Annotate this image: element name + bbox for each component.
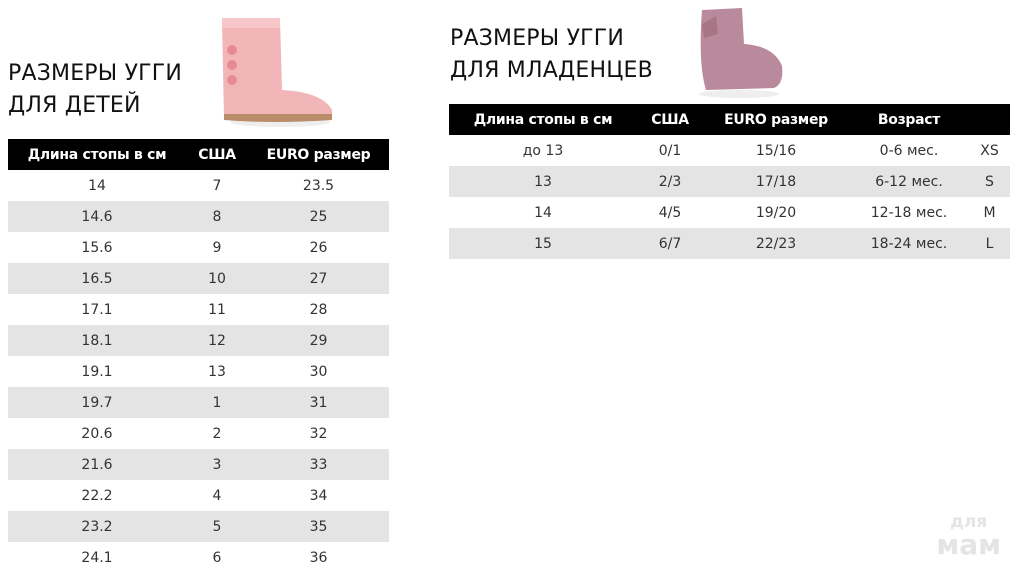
kids-title-line1: РАЗМЕРЫ УГГИ: [8, 61, 183, 86]
table-cell: 32: [309, 425, 328, 442]
table-cell: 13: [208, 363, 226, 380]
table-cell: 35: [248, 511, 389, 542]
table-cell: M: [983, 204, 996, 221]
table-cell: 15: [449, 228, 637, 259]
table-row: 13 2/3 17/18 6-12 мес. S: [449, 166, 1010, 197]
infants-title-line1: РАЗМЕРЫ УГГИ: [450, 26, 625, 51]
table-row: 14 7 23.5: [8, 170, 389, 201]
kids-boot-image: [222, 18, 332, 127]
table-cell: 21.6: [8, 449, 186, 480]
table-cell: 19/20: [755, 204, 797, 221]
table-cell: 25: [248, 201, 389, 232]
table-row: 14 4/5 19/20 12-18 мес. M: [449, 197, 1010, 228]
table-cell: 3: [186, 449, 248, 480]
table-cell: 2/3: [637, 166, 703, 197]
kids-size-table: Длина стопы в см США EURO размер 14 7 23.5…: [8, 139, 389, 573]
table-cell: 29: [248, 325, 389, 356]
table-row: 18.1 12 29: [8, 325, 389, 356]
column-header: EURO размер: [248, 139, 389, 170]
table-cell: 22.2: [81, 487, 113, 504]
table-cell: 30: [309, 363, 328, 380]
column-header: Длина стопы в см: [8, 139, 186, 170]
table-cell: 4: [212, 487, 222, 504]
table-cell: 12: [186, 325, 248, 356]
table-cell: 22/23: [703, 228, 849, 259]
table-cell: 1: [186, 387, 248, 418]
infants-size-table: Длина стопы в см США EURO размер Возраст…: [449, 104, 1010, 259]
table-cell: 11: [208, 301, 226, 318]
table-row: 14.6 8 25: [8, 201, 389, 232]
watermark-line2: мам: [936, 528, 1001, 561]
table-cell: 20.6: [81, 425, 113, 442]
table-row: 15.6 9 26: [8, 232, 389, 263]
table-cell: 27: [248, 263, 389, 294]
table-cell: 0/1: [658, 142, 682, 159]
column-header: EURO размер: [703, 104, 849, 135]
table-row: 17.1 11 28: [8, 294, 389, 325]
table-row: 15 6/7 22/23 18-24 мес. L: [449, 228, 1010, 259]
table-cell: L: [969, 228, 1010, 259]
table-cell: S: [969, 166, 1010, 197]
table-cell: 36: [309, 549, 328, 566]
table-row: 23.2 5 35: [8, 511, 389, 542]
table-cell: 19.1: [81, 363, 113, 380]
table-row: 20.6 2 32: [8, 418, 389, 449]
table-cell: 4/5: [658, 204, 682, 221]
table-cell: 7: [212, 177, 222, 194]
kids-table-header: Длина стопы в см США EURO размер: [8, 139, 389, 170]
table-cell: 14: [88, 177, 106, 194]
table-cell: 14.6: [8, 201, 186, 232]
table-cell: 34: [309, 487, 328, 504]
table-row: до 13 0/1 15/16 0-6 мес. XS: [449, 135, 1010, 166]
column-header: США: [186, 139, 248, 170]
table-cell: 6/7: [637, 228, 703, 259]
table-cell: 23.2: [8, 511, 186, 542]
table-cell: 15/16: [755, 142, 797, 159]
table-row: 24.1 6 36: [8, 542, 389, 573]
table-cell: 14: [534, 204, 552, 221]
watermark-logo: для мам: [936, 514, 1001, 559]
infant-boot-image: [699, 8, 783, 98]
kids-title-line2: ДЛЯ ДЕТЕЙ: [8, 93, 141, 118]
table-cell: до 13: [522, 142, 564, 159]
column-header: Возраст: [849, 104, 969, 135]
column-header: Длина стопы в см: [449, 104, 637, 135]
table-cell: 8: [186, 201, 248, 232]
table-cell: 5: [186, 511, 248, 542]
table-cell: 23.5: [302, 177, 335, 194]
table-cell: 9: [212, 239, 222, 256]
table-cell: 28: [309, 301, 328, 318]
infants-title-line2: ДЛЯ МЛАДЕНЦЕВ: [450, 58, 653, 83]
table-cell: 10: [186, 263, 248, 294]
table-cell: 19.7: [8, 387, 186, 418]
table-cell: 31: [248, 387, 389, 418]
watermark-line1: для: [950, 512, 988, 532]
table-cell: 24.1: [81, 549, 113, 566]
table-cell: 6-12 мес.: [849, 166, 969, 197]
table-row: 21.6 3 33: [8, 449, 389, 480]
table-row: 22.2 4 34: [8, 480, 389, 511]
table-cell: 18.1: [8, 325, 186, 356]
infants-title: РАЗМЕРЫ УГГИ ДЛЯ МЛАДЕНЦЕВ: [450, 23, 653, 87]
table-cell: 16.5: [8, 263, 186, 294]
table-cell: 13: [449, 166, 637, 197]
table-cell: 17/18: [703, 166, 849, 197]
column-header: [969, 104, 1010, 135]
table-cell: 6: [212, 549, 222, 566]
table-cell: 0-6 мес.: [879, 142, 939, 159]
table-cell: 26: [309, 239, 328, 256]
table-row: 19.7 1 31: [8, 387, 389, 418]
infants-table-header: Длина стопы в см США EURO размер Возраст: [449, 104, 1010, 135]
table-cell: 12-18 мес.: [870, 204, 948, 221]
table-row: 16.5 10 27: [8, 263, 389, 294]
table-cell: 17.1: [81, 301, 113, 318]
table-row: 19.1 13 30: [8, 356, 389, 387]
column-header: США: [637, 104, 703, 135]
kids-title: РАЗМЕРЫ УГГИ ДЛЯ ДЕТЕЙ: [8, 58, 182, 122]
table-cell: 18-24 мес.: [849, 228, 969, 259]
table-cell: 33: [248, 449, 389, 480]
table-cell: XS: [980, 142, 999, 159]
table-cell: 15.6: [81, 239, 113, 256]
table-cell: 2: [212, 425, 222, 442]
